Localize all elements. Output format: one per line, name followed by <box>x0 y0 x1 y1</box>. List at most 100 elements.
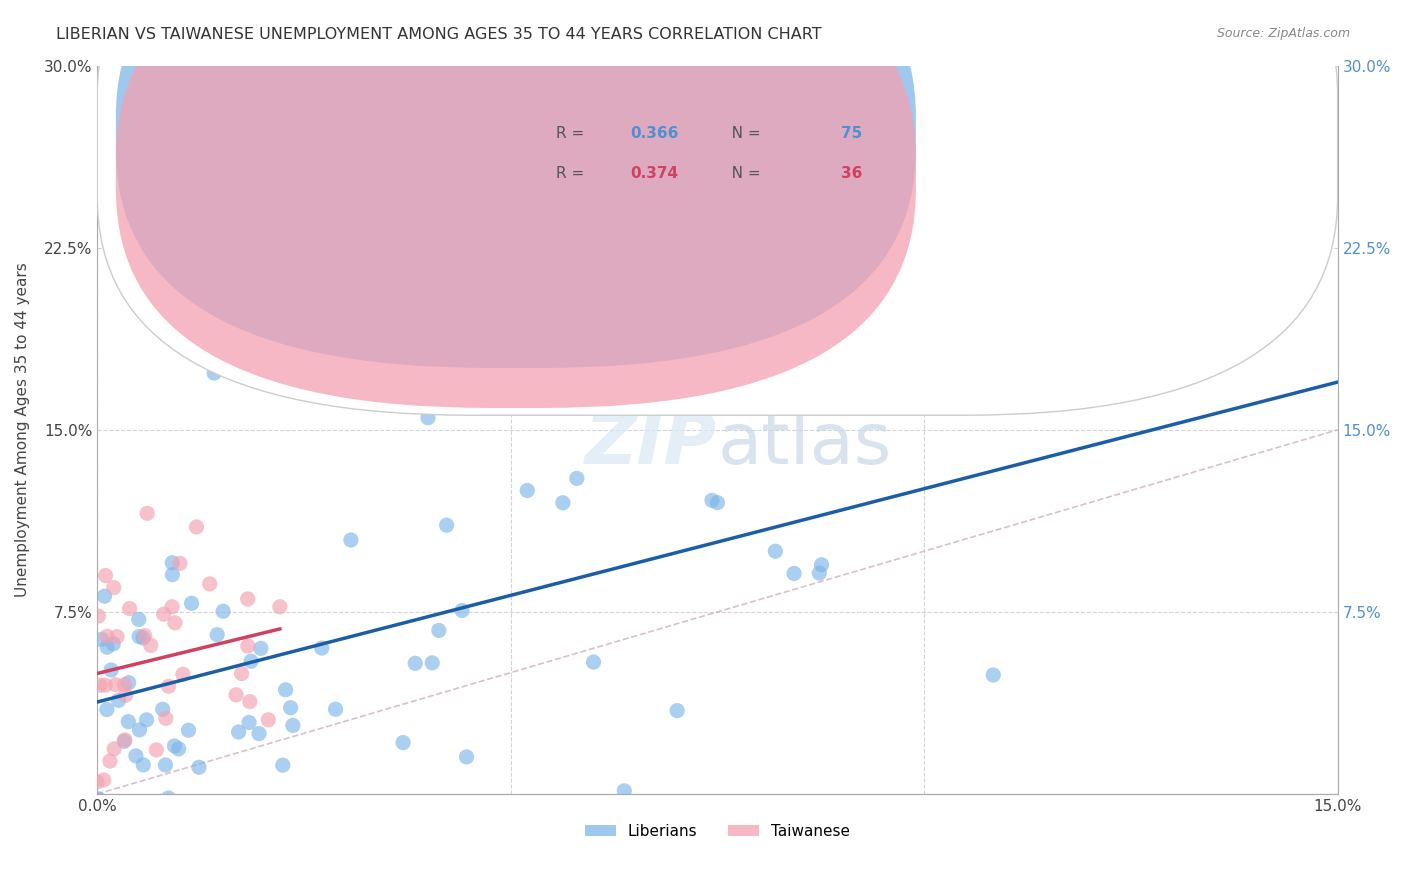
Taiwanese <box>98 754 121 768</box>
Liberians <box>163 739 186 753</box>
Taiwanese <box>94 678 117 692</box>
Taiwanese <box>257 713 280 727</box>
Liberians <box>436 518 458 533</box>
Taiwanese <box>239 695 262 709</box>
Liberians <box>125 748 148 763</box>
Liberians <box>416 410 439 425</box>
Liberians <box>247 726 270 740</box>
Text: atlas: atlas <box>717 410 891 479</box>
Liberians <box>180 596 202 610</box>
Liberians <box>340 533 363 547</box>
Liberians <box>281 718 304 732</box>
Liberians <box>157 791 180 805</box>
Taiwanese <box>160 599 183 614</box>
Liberians <box>706 496 728 510</box>
Liberians <box>1095 277 1118 292</box>
Liberians <box>103 637 125 651</box>
Text: 75: 75 <box>841 126 863 141</box>
Taiwanese <box>93 772 115 787</box>
Y-axis label: Unemployment Among Ages 35 to 44 years: Unemployment Among Ages 35 to 44 years <box>15 262 30 597</box>
Liberians <box>143 313 166 327</box>
Taiwanese <box>169 557 191 571</box>
Liberians <box>404 657 426 671</box>
Liberians <box>311 641 333 656</box>
Liberians <box>202 366 225 380</box>
Liberians <box>105 811 128 825</box>
Liberians <box>152 702 174 716</box>
Taiwanese <box>186 520 208 534</box>
Text: N =: N = <box>717 126 766 141</box>
Liberians <box>162 556 184 570</box>
Liberians <box>269 241 291 255</box>
Liberians <box>96 640 118 655</box>
Liberians <box>582 655 605 669</box>
Liberians <box>271 758 294 772</box>
Liberians <box>167 742 190 756</box>
Taiwanese <box>136 506 159 520</box>
Liberians <box>107 693 129 707</box>
Taiwanese <box>236 639 259 653</box>
FancyBboxPatch shape <box>97 0 1337 416</box>
Liberians <box>96 702 118 716</box>
Liberians <box>700 493 723 508</box>
Liberians <box>325 702 347 716</box>
Taiwanese <box>105 630 128 644</box>
Liberians <box>706 131 728 145</box>
Taiwanese <box>236 591 259 606</box>
Liberians <box>112 734 135 748</box>
Liberians <box>250 641 273 656</box>
Taiwanese <box>94 568 117 582</box>
Liberians <box>613 784 636 798</box>
Taiwanese <box>145 743 167 757</box>
Liberians <box>551 496 574 510</box>
Liberians <box>177 723 200 738</box>
Liberians <box>131 803 153 817</box>
Liberians <box>128 723 150 737</box>
Liberians <box>93 589 115 603</box>
Taiwanese <box>114 678 136 692</box>
Liberians <box>118 675 141 690</box>
Liberians <box>810 558 832 572</box>
Text: Source: ZipAtlas.com: Source: ZipAtlas.com <box>1216 27 1350 40</box>
Liberians <box>128 630 150 644</box>
Taiwanese <box>87 609 110 624</box>
Liberians <box>420 656 443 670</box>
Taiwanese <box>269 599 291 614</box>
Liberians <box>783 566 806 581</box>
FancyBboxPatch shape <box>115 0 915 408</box>
Taiwanese <box>198 577 221 591</box>
Liberians <box>395 811 418 825</box>
Taiwanese <box>152 607 174 622</box>
Text: 36: 36 <box>841 166 863 181</box>
Text: 0.366: 0.366 <box>631 126 679 141</box>
Liberians <box>132 631 155 645</box>
Liberians <box>205 628 228 642</box>
Text: N =: N = <box>717 166 766 181</box>
Taiwanese <box>134 629 156 643</box>
Liberians <box>666 704 689 718</box>
Text: 0.374: 0.374 <box>631 166 679 181</box>
Liberians <box>280 700 302 714</box>
FancyBboxPatch shape <box>115 0 915 368</box>
Text: R =: R = <box>557 126 589 141</box>
Taiwanese <box>157 679 180 693</box>
Liberians <box>516 483 538 498</box>
Liberians <box>135 713 157 727</box>
Liberians <box>427 624 450 638</box>
Taiwanese <box>103 581 125 595</box>
Liberians <box>274 682 297 697</box>
Liberians <box>240 654 263 668</box>
Taiwanese <box>104 678 127 692</box>
Taiwanese <box>114 688 136 702</box>
Liberians <box>155 758 177 772</box>
Liberians <box>90 632 112 647</box>
Taiwanese <box>114 732 136 747</box>
Liberians <box>228 725 250 739</box>
Taiwanese <box>231 666 253 681</box>
Taiwanese <box>86 775 108 789</box>
Liberians <box>148 811 170 825</box>
Taiwanese <box>89 678 111 692</box>
Liberians <box>128 612 150 626</box>
Liberians <box>157 811 180 825</box>
Taiwanese <box>172 667 194 681</box>
